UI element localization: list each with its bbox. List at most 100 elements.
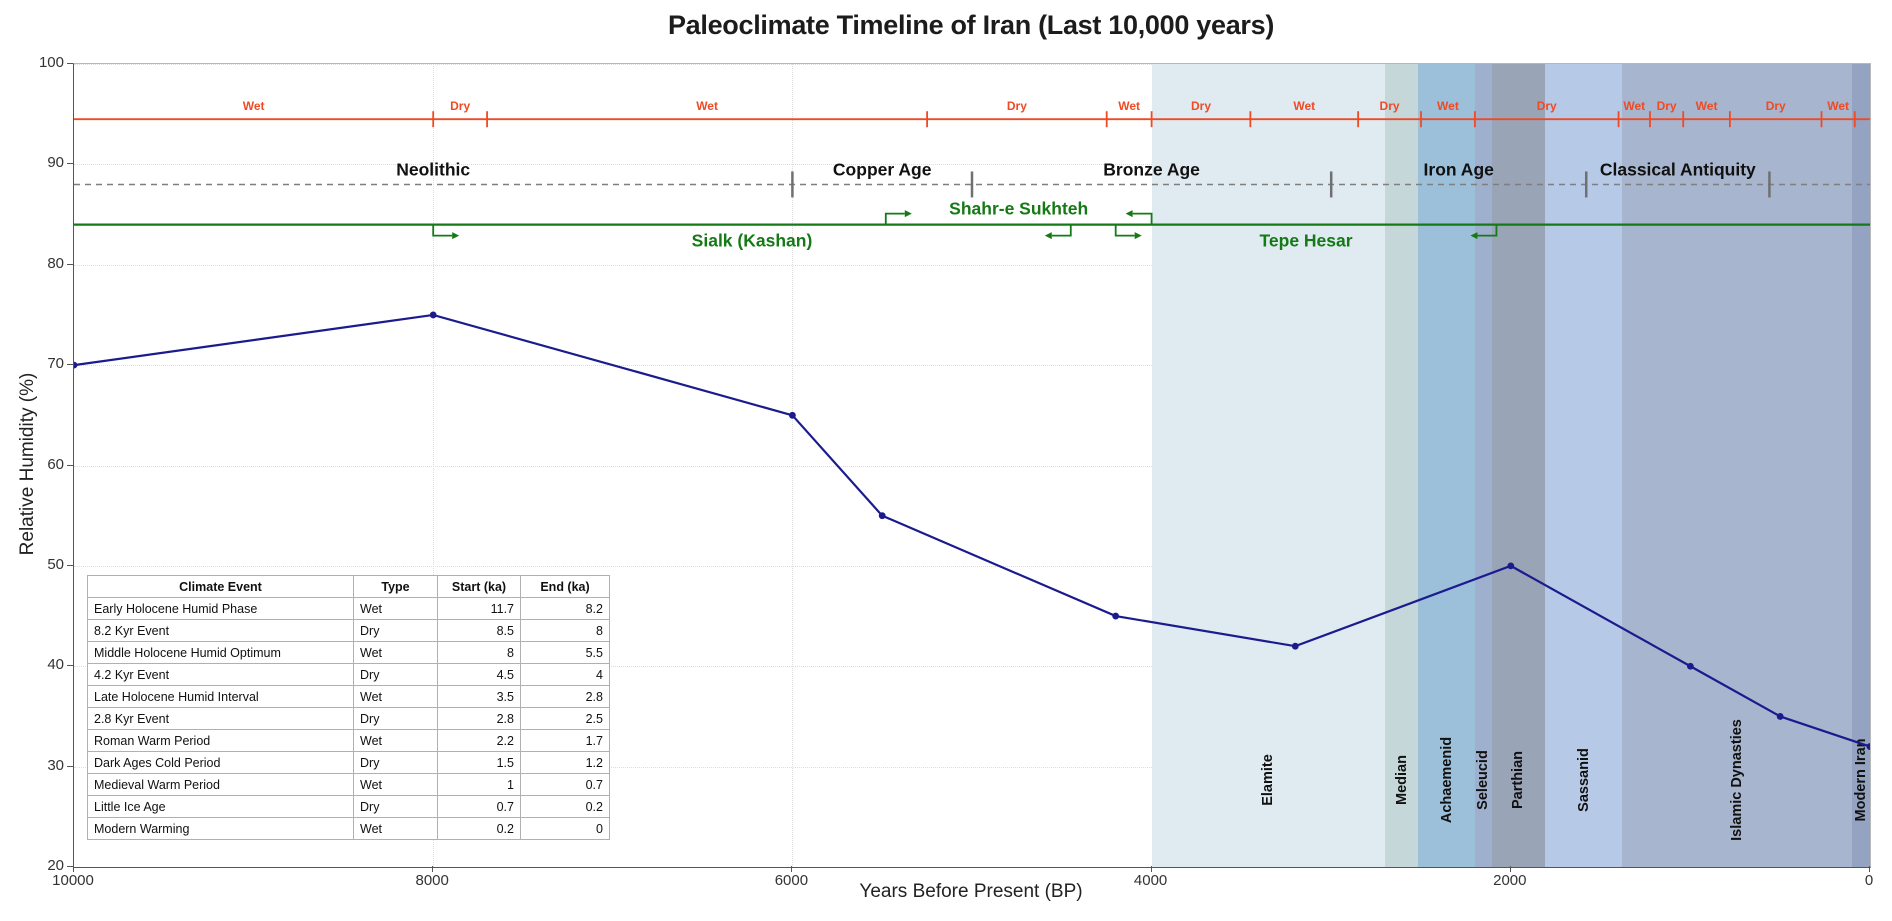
table-cell: 11.7 xyxy=(437,597,521,620)
x-tick-label: 6000 xyxy=(774,872,809,889)
table-header-row: Climate Event Type Start (ka) End (ka) xyxy=(87,575,610,598)
x-tick-mark xyxy=(791,866,793,872)
climate-phase-label: Wet xyxy=(1118,99,1141,114)
table-cell: 8 xyxy=(520,619,610,642)
table-cell: Wet xyxy=(353,685,438,708)
table-cell: 0.7 xyxy=(437,795,521,818)
dynasty-band xyxy=(1151,64,1386,867)
table-cell: 3.5 xyxy=(437,685,521,708)
humidity-point xyxy=(1112,612,1120,620)
age-period-label: Copper Age xyxy=(832,159,932,180)
dynasty-band xyxy=(1385,64,1419,867)
table-cell: 1 xyxy=(437,773,521,796)
site-span-arrowhead xyxy=(904,210,912,218)
x-axis-label: Years Before Present (BP) xyxy=(859,881,1083,902)
table-cell: 8 xyxy=(437,641,521,664)
y-tick-mark xyxy=(67,163,73,165)
climate-phase-label: Dry xyxy=(450,99,471,114)
humidity-point xyxy=(429,311,437,319)
y-tick-label: 50 xyxy=(47,555,64,573)
table-cell: Dry xyxy=(353,707,438,730)
chart-canvas: Elamite Median Achaemenid Seleucid Parthian S… xyxy=(73,63,1871,868)
chart-title: Paleoclimate Timeline of Iran (Last 10,0… xyxy=(667,10,1275,40)
site-label: Sialk (Kashan) xyxy=(691,230,813,251)
y-tick-mark xyxy=(67,866,73,867)
y-tick-mark xyxy=(67,63,73,64)
gridline-horizontal xyxy=(74,164,1870,166)
site-span-arrowhead xyxy=(1125,210,1133,218)
y-tick-label: 90 xyxy=(47,154,64,172)
humidity-point xyxy=(878,512,886,520)
table-row: Dark Ages Cold Period Dry 1.5 1.2 xyxy=(87,751,610,774)
table-cell: 4.2 Kyr Event xyxy=(87,663,354,686)
table-cell: Late Holocene Humid Interval xyxy=(87,685,354,708)
chart-lines-layer xyxy=(74,111,1870,750)
gridline-vertical xyxy=(433,64,435,867)
y-tick-mark xyxy=(67,765,73,767)
table-cell: 5.5 xyxy=(520,641,610,664)
x-tick-label: 0 xyxy=(1864,872,1874,889)
table-cell: 2.5 xyxy=(520,707,610,730)
table-row: Roman Warm Period Wet 2.2 1.7 xyxy=(87,729,610,752)
x-tick-label: 8000 xyxy=(415,872,449,889)
site-span-bracket xyxy=(1114,224,1135,237)
table-cell: 8.5 xyxy=(437,619,521,642)
table-cell: Modern Warming xyxy=(87,817,354,840)
table-cell: Dry xyxy=(353,663,438,686)
climate-events-table: Climate Event Type Start (ka) End (ka) Early… xyxy=(87,575,610,840)
table-row: 8.2 Kyr Event Dry 8.5 8 xyxy=(87,619,610,642)
table-cell: 0 xyxy=(520,817,610,840)
y-tick-label: 40 xyxy=(47,656,64,674)
x-tick-label: 4000 xyxy=(1133,872,1168,889)
site-span-bracket xyxy=(1132,212,1153,225)
y-tick-label: 100 xyxy=(38,54,64,71)
site-label: Tepe Hesar xyxy=(1259,230,1353,251)
climate-phase-label: Dry xyxy=(1006,99,1027,114)
site-span-bracket xyxy=(432,224,453,237)
site-label: Shahr-e Sukhteh xyxy=(949,198,1089,219)
age-period-label: Classical Antiquity xyxy=(1599,159,1756,180)
climate-phase-label: Dry xyxy=(1379,99,1400,114)
site-span-arrowhead xyxy=(1044,232,1052,240)
table-cell: Early Holocene Humid Phase xyxy=(87,597,354,620)
dynasty-band xyxy=(1622,64,1853,867)
gridline-horizontal xyxy=(74,365,1870,367)
table-cell: Medieval Warm Period xyxy=(87,773,354,796)
site-span-bracket xyxy=(1477,224,1498,237)
x-tick-mark xyxy=(1150,866,1152,872)
site-span-arrowhead xyxy=(1134,232,1142,240)
gridline-horizontal xyxy=(74,264,1870,266)
y-tick-label: 30 xyxy=(47,756,64,774)
table-cell: Wet xyxy=(353,597,438,620)
climate-phase-label: Wet xyxy=(1623,99,1646,114)
gridline-vertical xyxy=(792,64,794,867)
table-row: Early Holocene Humid Phase Wet 11.7 8.2 xyxy=(87,597,610,620)
climate-phase-label: Wet xyxy=(696,99,718,114)
y-tick-mark xyxy=(67,364,73,366)
x-tick-mark xyxy=(73,866,74,872)
table-row: Middle Holocene Humid Optimum Wet 8 5.5 xyxy=(87,641,610,664)
table-cell: 8.2 xyxy=(520,597,610,620)
table-header-cell: Type xyxy=(353,575,438,598)
climate-phase-label: Dry xyxy=(1765,99,1786,114)
dynasty-band xyxy=(1474,64,1492,867)
climate-phase-label: Wet xyxy=(1827,99,1849,114)
table-row: Modern Warming Wet 0.2 0 xyxy=(87,817,610,840)
table-cell: 0.7 xyxy=(520,773,610,796)
dynasty-band xyxy=(1544,64,1623,867)
gridline-horizontal xyxy=(74,766,1870,768)
table-cell: Wet xyxy=(353,817,438,840)
table-row: Little Ice Age Dry 0.7 0.2 xyxy=(87,795,610,818)
dynasty-band xyxy=(1491,64,1545,867)
x-tick-mark xyxy=(1509,866,1511,872)
gridline-horizontal xyxy=(74,465,1870,467)
table-cell: Roman Warm Period xyxy=(87,729,354,752)
climate-phase-label: Wet xyxy=(242,99,265,114)
site-span-arrowhead xyxy=(452,232,460,240)
table-cell: 2.8 xyxy=(520,685,610,708)
table-cell: Dry xyxy=(353,751,438,774)
table-cell: 4.5 xyxy=(437,663,521,686)
climate-phase-label: Wet xyxy=(1437,99,1459,114)
climate-phase-label: Dry xyxy=(1536,99,1557,114)
